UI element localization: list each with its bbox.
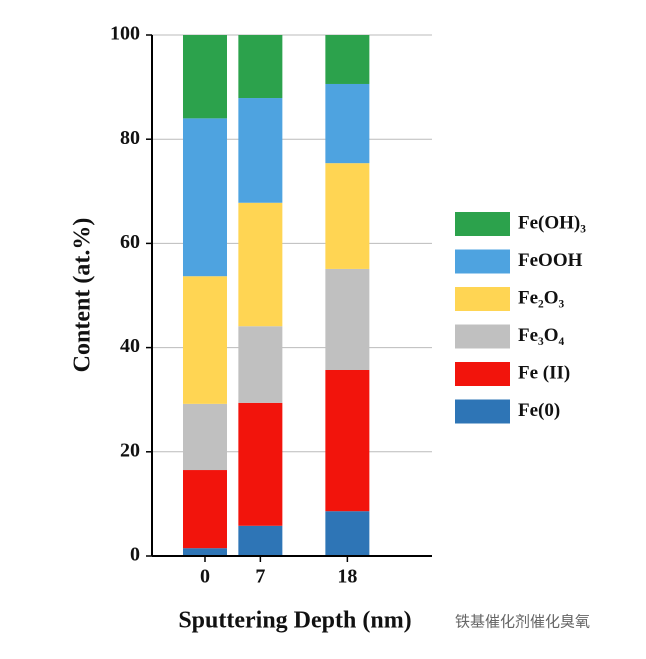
legend-swatch [455, 212, 510, 236]
legend-label: Fe₃O₄ [518, 325, 565, 346]
bar-segment [238, 326, 283, 403]
bar-segment [238, 202, 283, 327]
bar-segment [325, 511, 370, 556]
bar-segment [238, 525, 283, 556]
bar-segment [182, 118, 227, 277]
bar-segment [325, 163, 370, 269]
bar-segment [325, 35, 370, 84]
y-tick-label: 20 [120, 439, 140, 461]
bar-segment [182, 548, 227, 556]
y-axis-label: Content (at.%) [70, 218, 96, 373]
watermark: 铁基催化剂催化臭氧 [455, 613, 590, 631]
bar-segment [182, 403, 227, 471]
legend-label: FeOOH [518, 250, 583, 271]
bar-segment [182, 470, 227, 549]
legend-label: Fe(0) [518, 400, 560, 421]
bar-segment [238, 35, 283, 99]
x-tick-label: 7 [255, 566, 265, 588]
y-tick-label: 100 [110, 23, 140, 45]
x-tick-label: 18 [337, 566, 357, 588]
legend-label: Fe(OH)₃ [518, 212, 586, 233]
bar-segment [182, 35, 227, 119]
legend-swatch [455, 399, 510, 424]
x-tick-label: 0 [200, 566, 210, 588]
bar-segment [325, 83, 370, 164]
y-tick-label: 0 [130, 544, 140, 566]
legend-swatch [455, 324, 510, 349]
bar-segment [238, 402, 283, 526]
legend-swatch [455, 249, 510, 274]
x-axis-label: Sputtering Depth (nm) [178, 608, 411, 634]
bar-segment [325, 370, 370, 512]
legend-label: Fe₂O₃ [518, 287, 565, 308]
y-tick-label: 80 [120, 127, 140, 149]
bar-segment [238, 98, 283, 203]
y-tick-label: 40 [120, 335, 140, 357]
legend-swatch [455, 362, 510, 386]
y-tick-label: 60 [120, 231, 140, 253]
legend-swatch [455, 287, 510, 311]
bar-segment [182, 276, 227, 404]
legend-label: Fe (II) [518, 362, 570, 383]
bar-segment [325, 268, 370, 371]
